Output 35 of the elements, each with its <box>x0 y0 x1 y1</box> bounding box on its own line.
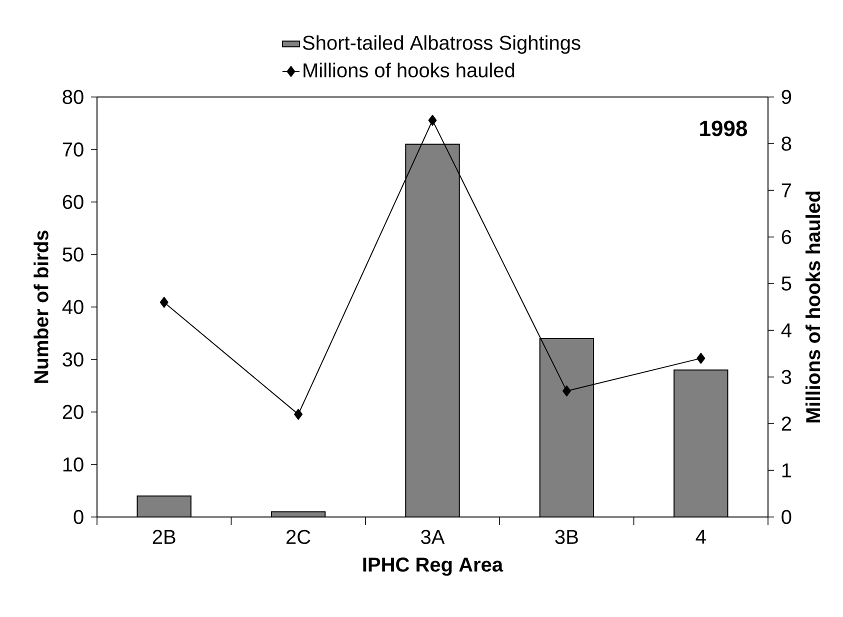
legend-label: Short-tailed Albatross Sightings <box>302 35 580 54</box>
x-tick-label: 3A <box>421 530 445 544</box>
point <box>428 114 437 126</box>
y2-tick-label: 8 <box>782 136 792 151</box>
y2-tick-label: 2 <box>782 416 791 431</box>
legend-label: Millions of hooks hauled <box>304 62 514 78</box>
y2-tick-label: 6 <box>782 230 792 244</box>
y2-axis-title: Millions of hooks hauled <box>806 192 820 422</box>
y-axis-title: Number of birds <box>34 230 48 383</box>
point <box>562 385 571 396</box>
y2-tick-label: 0 <box>782 510 792 524</box>
y-tick-label: 10 <box>63 457 84 472</box>
y2-tick-label: 9 <box>782 90 792 104</box>
y-tick-label: 80 <box>62 90 84 104</box>
y-tick-label: 40 <box>62 300 84 314</box>
y2-tick-label: 4 <box>781 323 792 338</box>
y-tick-label: 0 <box>74 510 84 524</box>
y2-tick-label: 3 <box>782 370 792 384</box>
annotation: 1998 <box>700 120 748 136</box>
y-tick-label: 30 <box>62 352 84 367</box>
y-tick-label: 60 <box>62 194 84 210</box>
x-tick-label: 4 <box>696 530 706 544</box>
y-tick-label: 50 <box>62 247 84 262</box>
x-tick-label: 2B <box>152 530 176 544</box>
point <box>696 352 706 364</box>
y-tick-label: 20 <box>62 404 84 420</box>
x-axis-title: IPHC Reg Area <box>363 558 504 576</box>
y2-tick-label: 5 <box>782 276 792 291</box>
point <box>294 408 303 420</box>
x-tick-label: 2C <box>286 530 310 544</box>
x-tick-label: 3B <box>555 530 578 544</box>
y2-tick-label: 1 <box>782 463 792 478</box>
point <box>160 296 168 308</box>
y2-tick-label: 7 <box>782 183 791 198</box>
y-tick-label: 70 <box>62 142 84 157</box>
